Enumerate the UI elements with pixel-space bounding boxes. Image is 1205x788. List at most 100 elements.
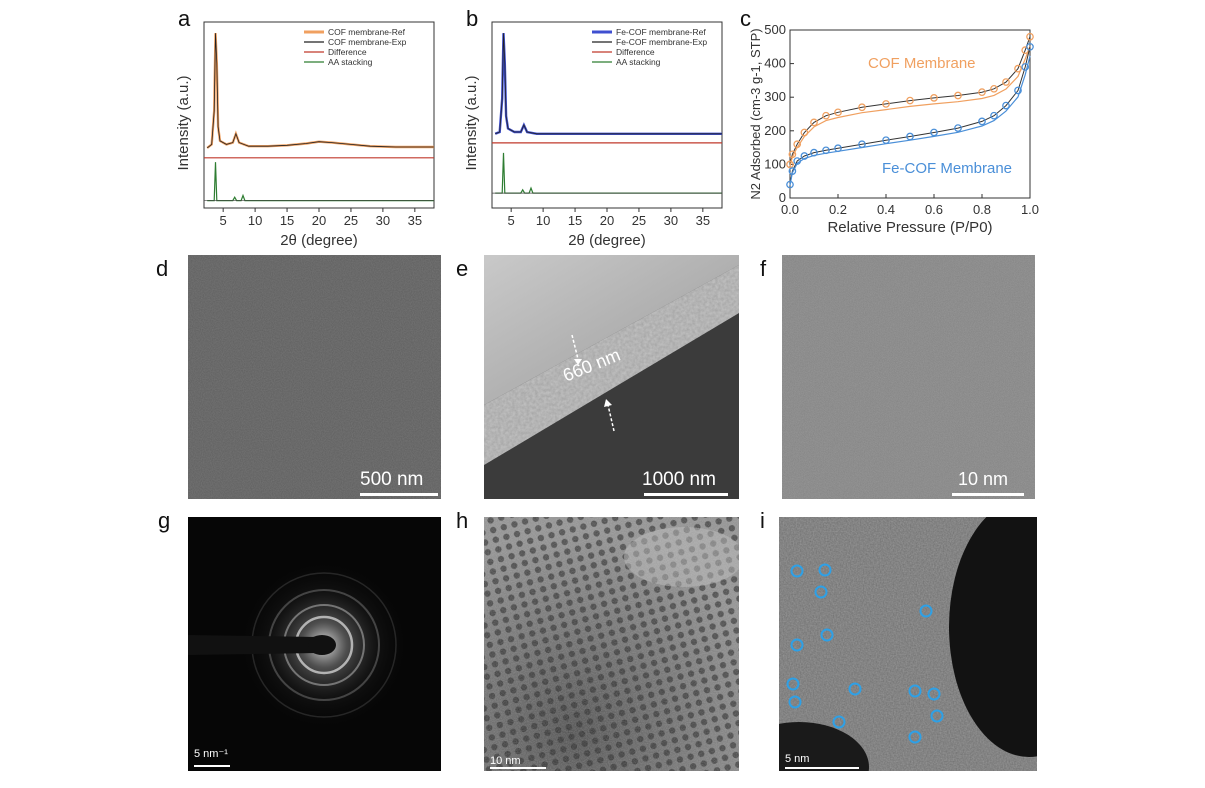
series-line	[206, 33, 434, 149]
data-point	[990, 111, 998, 120]
x-tick-label: 35	[696, 213, 710, 228]
data-point	[882, 100, 890, 108]
fe-atom-marker	[927, 687, 941, 701]
data-point	[834, 144, 842, 153]
legend-entry: AA stacking	[616, 57, 661, 67]
data-point	[834, 108, 842, 117]
x-tick-label: 10	[536, 213, 550, 228]
x-tick-label: 25	[632, 213, 646, 228]
data-point	[858, 140, 866, 149]
data-point	[954, 91, 962, 100]
legend-entry: Fe-COF membrane-Exp	[616, 37, 707, 47]
fe-atom-marker	[788, 695, 802, 709]
fe-atom-marker	[786, 677, 800, 691]
saed-pattern-image: 5 nm⁻¹	[188, 517, 441, 771]
panel-label-g: g	[158, 508, 171, 533]
x-tick-label: 15	[568, 213, 582, 228]
data-point	[822, 111, 830, 120]
chart-a: 5 10 15 20 25 30 35 2θ (degree) Intensity (a.u.)…	[175, 21, 435, 249]
series-line	[495, 33, 722, 135]
data-point	[1026, 42, 1034, 51]
fe-atom-marker	[930, 709, 944, 723]
sem-surface-image: 500 nm	[188, 255, 441, 499]
legend-entry: AA stacking	[328, 57, 373, 67]
scale-label-e: 1000 nm	[642, 469, 716, 490]
x-tick-label: 20	[600, 213, 614, 228]
scale-label-g: 5 nm⁻¹	[194, 748, 228, 760]
panel-label-b: b	[466, 6, 479, 31]
fe-atom-marker	[818, 563, 832, 577]
x-tick-label: 0.8	[973, 202, 991, 217]
plot-frame	[789, 29, 1031, 199]
panel-label-i: i	[760, 508, 765, 533]
x-axis-label: 2θ (degree)	[280, 232, 358, 249]
scale-label-i: 5 nm	[785, 753, 810, 765]
scale-bar-f	[952, 493, 1024, 496]
series-line	[789, 46, 1031, 185]
data-point	[1021, 63, 1030, 71]
x-tick-label: 25	[344, 213, 358, 228]
panel-label-d: d	[156, 256, 169, 281]
x-tick-label: 1.0	[1021, 202, 1039, 217]
series-line	[495, 152, 722, 194]
data-point	[954, 124, 962, 132]
x-axis-label: 2θ (degree)	[568, 232, 646, 249]
fe-atom-marker	[790, 638, 804, 652]
data-point	[786, 180, 794, 189]
y-axis-label: Intensity (a.u.)	[175, 75, 192, 170]
data-point	[793, 140, 802, 149]
y-axis-label: Intensity (a.u.)	[463, 75, 480, 170]
scale-bar-g	[194, 765, 230, 767]
panel-label-c: c	[740, 6, 751, 31]
data-point	[906, 132, 914, 141]
y-tick-label: 400	[764, 56, 786, 71]
data-point	[1026, 32, 1034, 41]
chart-b: 5 10 15 20 25 30 35 2θ (degree) Intensity (a.u.)…	[463, 21, 723, 249]
fe-atom-marker	[919, 604, 933, 618]
annotation-cof: COF Membrane	[868, 55, 976, 72]
data-point	[1014, 64, 1022, 73]
y-axis-label: N2 Adsorbed (cm-3 g-1, STP)	[748, 28, 763, 199]
fe-atom-marker	[820, 628, 834, 642]
series-line	[206, 33, 434, 149]
data-point	[1002, 101, 1010, 110]
haadf-fe-atom-image: 5 nm	[779, 517, 1037, 771]
y-tick-label: 0	[779, 190, 786, 205]
data-point	[800, 128, 809, 137]
x-axis-label: Relative Pressure (P/P0)	[827, 219, 992, 236]
fe-atom-marker	[790, 564, 804, 578]
data-point	[810, 118, 818, 127]
data-point	[822, 146, 830, 155]
y-tick-label: 300	[764, 89, 786, 104]
y-tick-label: 500	[764, 22, 786, 37]
x-tick-label: 20	[312, 213, 326, 228]
data-point	[990, 84, 998, 93]
data-point	[930, 94, 938, 102]
data-point	[1002, 78, 1010, 86]
data-point	[793, 157, 802, 165]
scale-bar-h	[490, 767, 546, 769]
scale-bar-d	[360, 493, 438, 496]
data-point	[800, 152, 809, 160]
x-tick-label: 30	[664, 213, 678, 228]
legend-entry: COF membrane-Exp	[328, 37, 407, 47]
plot-frame	[203, 21, 435, 209]
data-point	[810, 148, 818, 157]
fe-atom-marker	[848, 682, 862, 696]
x-tick-label: 5	[220, 213, 227, 228]
panel-label-h: h	[456, 508, 469, 533]
fe-atom-marker	[908, 684, 922, 698]
y-tick-label: 200	[764, 123, 786, 138]
data-point	[786, 160, 794, 169]
data-point	[978, 88, 986, 97]
sem-cross-section-image: 660 nm 1000 nm	[484, 255, 739, 499]
legend-entry: Difference	[328, 47, 367, 57]
panel-label-a: a	[178, 6, 191, 31]
x-tick-label: 10	[248, 213, 262, 228]
scale-label-f: 10 nm	[958, 469, 1009, 489]
x-tick-label: 35	[408, 213, 422, 228]
data-point	[906, 96, 914, 105]
data-point	[1014, 86, 1022, 95]
scale-label-h: 10 nm	[490, 755, 521, 767]
legend-entry: Fe-COF membrane-Ref	[616, 27, 706, 37]
